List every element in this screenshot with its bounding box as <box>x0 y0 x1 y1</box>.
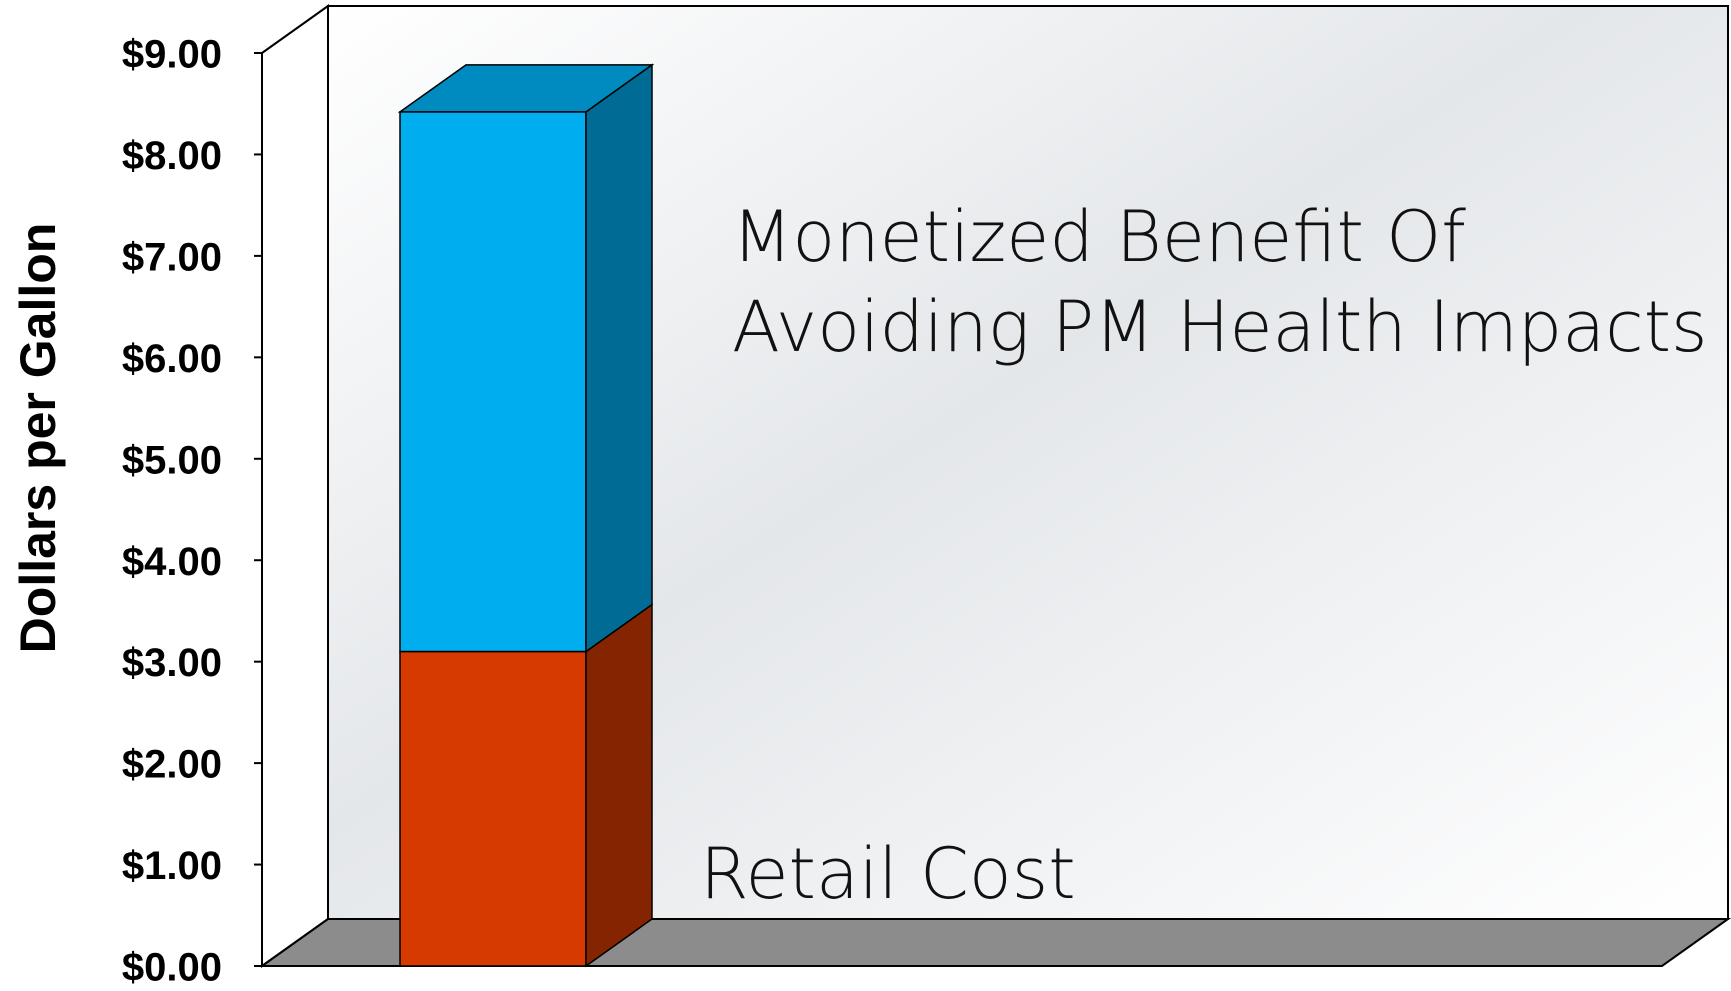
bar-side <box>585 603 653 968</box>
legend-label: Retail Cost <box>700 832 1076 915</box>
bar-front <box>399 650 587 967</box>
y-tick-label: $7.00 <box>122 235 222 279</box>
bar-side <box>585 63 653 653</box>
y-tick-label: $2.00 <box>122 743 222 787</box>
legend-label: Monetized Benefit Of Avoiding PM Health … <box>732 195 1708 368</box>
y-tick-label: $1.00 <box>122 844 222 888</box>
y-tick-label: $8.00 <box>122 134 222 178</box>
y-tick-label: $0.00 <box>122 946 222 990</box>
y-tick-label: $9.00 <box>122 33 222 77</box>
y-tick-label: $4.00 <box>122 540 222 584</box>
y-tick-label: $3.00 <box>122 641 222 685</box>
bar-top <box>397 64 655 113</box>
y-tick-label: $5.00 <box>122 438 222 482</box>
bar-front <box>399 111 587 653</box>
y-axis-label: Dollars per Gallon <box>10 223 66 654</box>
side-wall <box>261 4 329 968</box>
y-tick-label: $6.00 <box>122 337 222 381</box>
